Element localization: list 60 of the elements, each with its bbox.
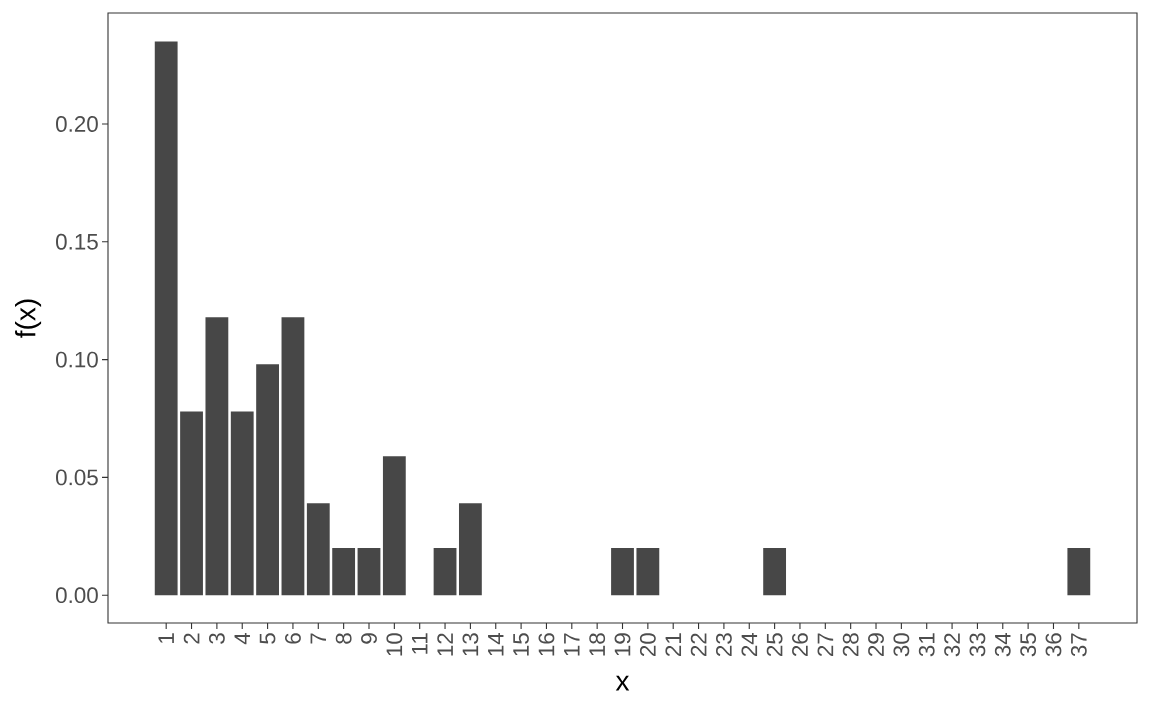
y-tick-label: 0.10 [56, 351, 98, 368]
x-tick-label: 4 [234, 632, 250, 645]
x-tick-label: 30 [893, 633, 910, 657]
x-tick-label: 26 [792, 633, 808, 657]
x-tick-label: 6 [285, 633, 301, 644]
x-tick-label: 29 [868, 633, 884, 657]
x-tick-label: 35 [1020, 633, 1037, 657]
x-tick-label: 8 [335, 633, 352, 644]
bar [636, 548, 660, 596]
x-tick-label: 17 [564, 633, 580, 656]
x-tick-label: 27 [817, 633, 834, 657]
x-tick-label: 21 [665, 633, 682, 657]
x-tick-label: 3 [208, 633, 225, 644]
x-tick-label: 14 [488, 632, 504, 656]
x-tick-label: 37 [1070, 633, 1087, 657]
x-tick-label: 1 [158, 633, 174, 644]
y-tick-label: 0.20 [56, 116, 98, 132]
bar [357, 548, 381, 596]
bar [458, 503, 482, 596]
y-tick-label: 0.05 [56, 469, 98, 486]
x-tick-label: 2 [183, 633, 200, 644]
x-tick-label: 20 [639, 633, 656, 657]
x-tick-label: 11 [411, 633, 428, 654]
x-tick-label: 5 [259, 633, 276, 644]
x-tick-label: 28 [842, 633, 859, 657]
x-tick-label: 23 [715, 633, 732, 657]
x-tick-label: 18 [589, 633, 606, 656]
x-tick-label: 9 [361, 633, 377, 644]
y-tick-label: 0.15 [56, 233, 98, 250]
x-tick-label: 10 [386, 633, 403, 656]
bar [306, 503, 330, 596]
x-tick-label: 15 [513, 633, 529, 656]
x-tick-label: 22 [690, 633, 707, 657]
bar [433, 548, 457, 596]
x-tick-label: 36 [1045, 633, 1062, 657]
x-axis-title: x [615, 675, 630, 691]
x-tick-label: 16 [538, 633, 555, 656]
bar [154, 41, 178, 596]
bar [1067, 548, 1091, 596]
x-tick-label: 33 [969, 633, 986, 657]
bar [332, 548, 356, 596]
x-tick-label: 24 [741, 632, 758, 657]
x-tick-label: 34 [994, 632, 1011, 657]
x-tick-label: 32 [944, 633, 960, 657]
x-tick-label: 7 [310, 633, 326, 644]
y-axis-title: f(x) [15, 299, 42, 338]
bar [205, 317, 229, 596]
x-tick-label: 19 [614, 633, 631, 656]
x-tick-label: 25 [766, 633, 783, 657]
bar [382, 456, 406, 596]
bar [281, 317, 305, 596]
x-tick-label: 13 [462, 633, 479, 656]
y-tick-label: 0.00 [56, 587, 98, 604]
bar [230, 411, 254, 596]
bar [180, 411, 203, 596]
x-tick-label: 12 [437, 633, 453, 656]
bar [611, 548, 634, 596]
x-tick-label: 31 [918, 633, 935, 657]
bar [763, 548, 787, 596]
bar [256, 364, 279, 596]
